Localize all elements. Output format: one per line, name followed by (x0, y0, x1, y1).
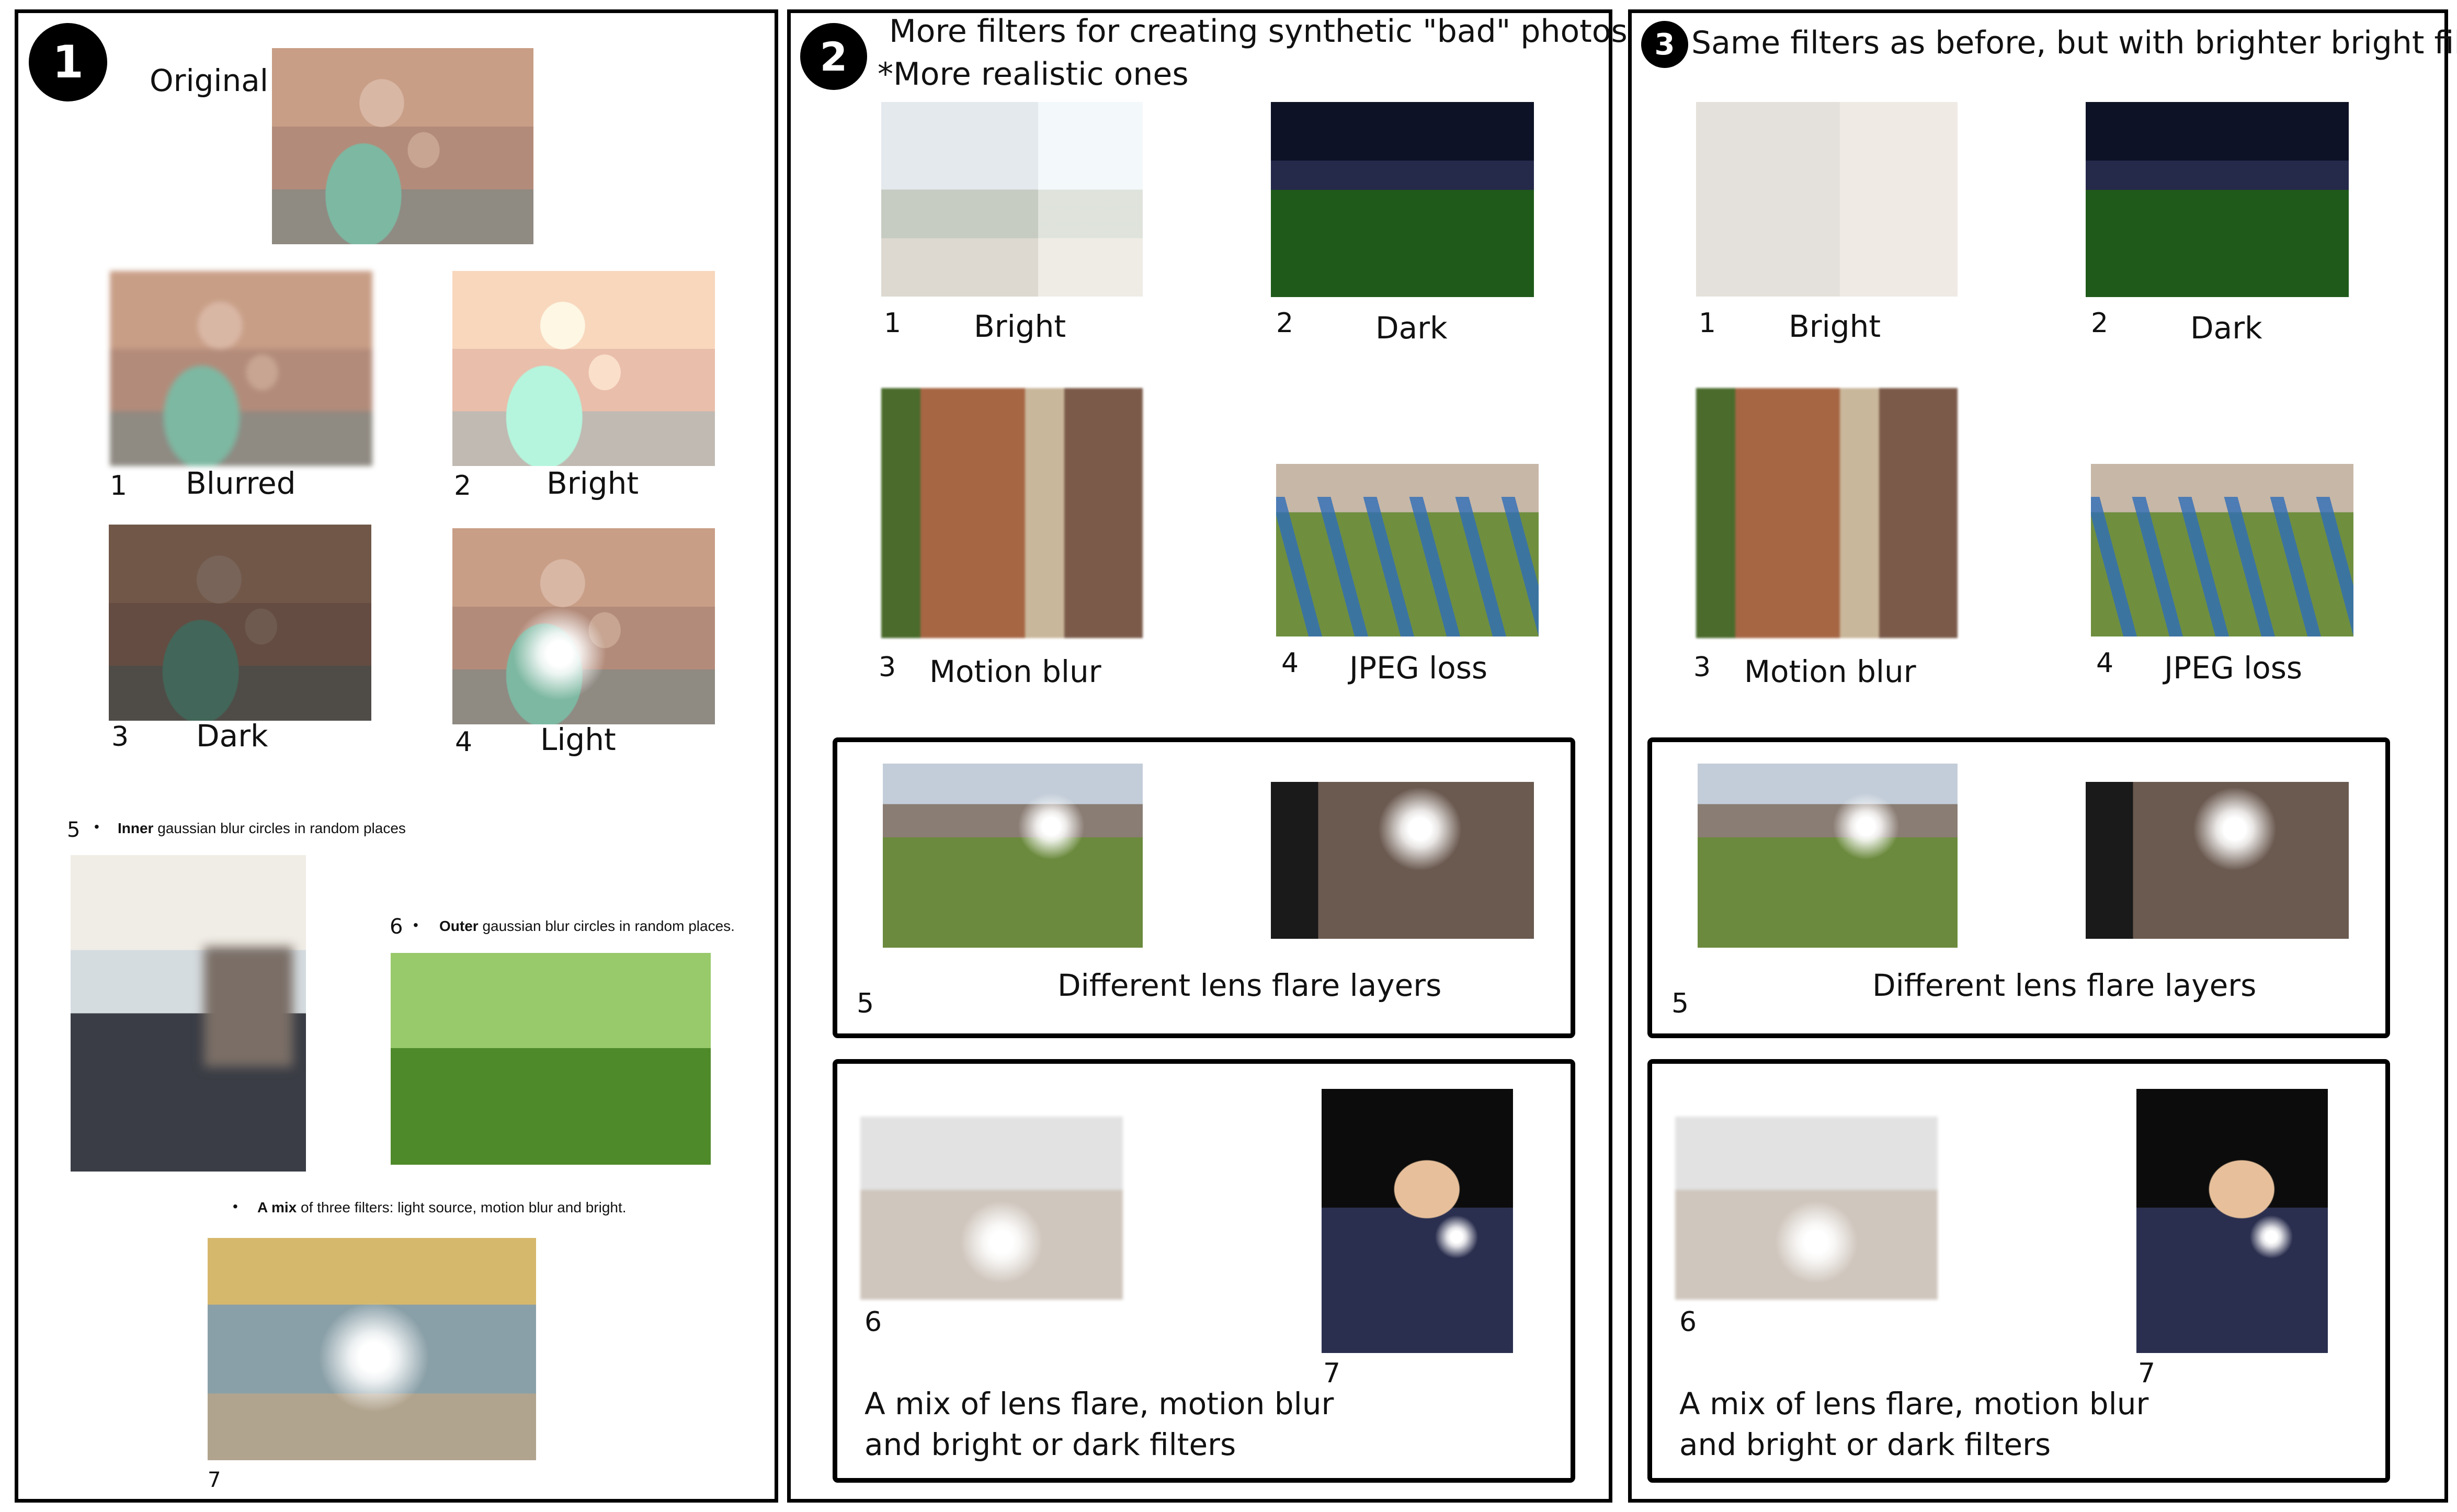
p2-mix-flare-a (936, 1177, 1067, 1308)
light-flare (486, 581, 633, 727)
p3-mix-box (1647, 1059, 2390, 1483)
original-label: Original (150, 63, 268, 98)
item-2-label: Bright (547, 465, 639, 501)
item-4-number: 4 (455, 726, 473, 758)
p2-item-4-label: JPEG loss (1349, 650, 1488, 686)
p2-item-1-label: Bright (974, 309, 1066, 344)
p2-bright-photo (881, 102, 1143, 297)
p2-lens-flare-b (1355, 764, 1485, 894)
p3-motion-blur-photo (1696, 388, 1958, 638)
dark-photo (109, 525, 371, 721)
p3-item-7-number: 7 (2138, 1358, 2156, 1389)
item-7-caption: A mix of three filters: light source, mo… (257, 1199, 627, 1215)
item-7-number: 7 (208, 1468, 221, 1492)
bright-photo (452, 271, 715, 466)
panel-3-title: Same filters as before, but with brighte… (1691, 25, 2457, 61)
panel-2-title-line1: More filters for creating synthetic "bad… (889, 13, 1628, 50)
p2-mix-flare-b (1423, 1203, 1491, 1271)
panel-2-badge: 2 (800, 23, 867, 90)
p3-bright-photo (1696, 102, 1958, 297)
panel-2-title-line2: *More realistic ones (878, 56, 1189, 93)
p3-item-5-label: Different lens flare layers (1872, 968, 2257, 1003)
p2-item-2-number: 2 (1276, 308, 1294, 339)
p2-jpeg-loss-fence (1276, 497, 1539, 636)
p3-mix-line2: and bright or dark filters (1679, 1427, 2051, 1462)
item-7-bullet: • (233, 1198, 238, 1214)
p2-item-1-number: 1 (884, 308, 902, 339)
p2-item-5-label: Different lens flare layers (1057, 968, 1442, 1003)
p3-dark-photo (2086, 102, 2349, 297)
panel-1-badge: 1 (29, 23, 107, 101)
item-1-label: Blurred (186, 465, 296, 501)
p2-mix-box (833, 1059, 1575, 1483)
p2-item-6-number: 6 (864, 1306, 882, 1338)
p3-mix-line1: A mix of lens flare, motion blur (1679, 1386, 2149, 1422)
p3-item-1-number: 1 (1699, 308, 1716, 339)
p3-item-2-label: Dark (2190, 310, 2262, 346)
item-3-number: 3 (111, 721, 129, 753)
item-5-bullet: • (94, 818, 99, 835)
item-6-caption: Outer gaussian blur circles in random pl… (439, 918, 735, 934)
p3-lens-flare-box (1647, 737, 2390, 1038)
mix-three-flare (288, 1271, 460, 1443)
p2-mix-line2: and bright or dark filters (864, 1427, 1236, 1462)
p3-lens-flare-a (1814, 774, 1918, 879)
p3-item-6-number: 6 (1679, 1306, 1697, 1338)
p3-item-4-label: JPEG loss (2164, 650, 2303, 686)
p3-item-3-number: 3 (1693, 652, 1711, 683)
item-5-caption: Inner gaussian blur circles in random pl… (118, 820, 406, 836)
p3-item-3-label: Motion blur (1744, 654, 1916, 689)
blurred-photo (110, 271, 372, 466)
outer-blur-photo (391, 953, 711, 1165)
p3-mix-flare-b (2237, 1203, 2305, 1271)
p2-item-3-number: 3 (879, 652, 896, 683)
p3-jpeg-loss-fence (2091, 497, 2353, 636)
p3-item-5-number: 5 (1671, 988, 1689, 1019)
p2-dark-photo (1271, 102, 1534, 297)
p2-item-7-number: 7 (1323, 1358, 1341, 1389)
item-6-number: 6 (390, 915, 403, 939)
p3-lens-flare-b (2169, 764, 2300, 894)
p2-lens-flare-box (833, 737, 1575, 1038)
p2-item-5-number: 5 (857, 988, 874, 1019)
p2-mix-line1: A mix of lens flare, motion blur (864, 1386, 1334, 1422)
p3-mix-flare-a (1751, 1177, 1882, 1308)
item-1-number: 1 (110, 470, 128, 502)
p3-item-2-number: 2 (2091, 308, 2109, 339)
p3-item-1-label: Bright (1789, 309, 1881, 344)
item-6-bullet: • (413, 917, 418, 933)
p2-item-3-label: Motion blur (929, 654, 1101, 689)
original-photo (272, 48, 533, 244)
item-4-label: Light (540, 722, 616, 757)
inner-blur-circle (204, 947, 293, 1067)
p2-lens-flare-a (999, 774, 1104, 879)
p2-item-2-label: Dark (1375, 310, 1448, 346)
item-3-label: Dark (196, 718, 268, 754)
p2-item-4-number: 4 (1281, 647, 1299, 679)
panel-3-badge: 3 (1641, 21, 1688, 68)
p3-item-4-number: 4 (2096, 647, 2114, 679)
p2-motion-blur-photo (881, 388, 1143, 638)
item-5-number: 5 (67, 818, 81, 842)
item-2-number: 2 (454, 470, 472, 502)
